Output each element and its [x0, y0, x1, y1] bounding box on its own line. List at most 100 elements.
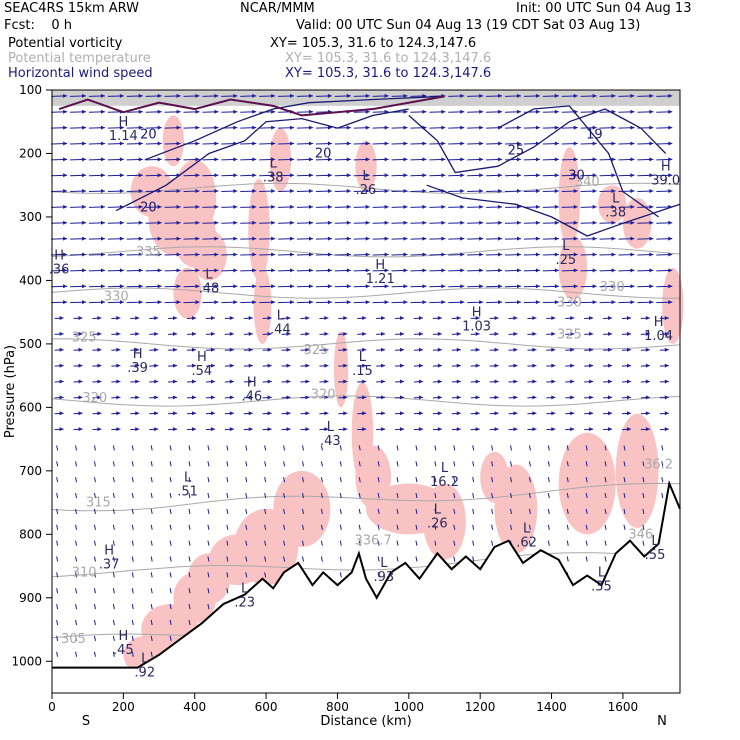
wind-arrow-head	[308, 93, 313, 98]
extremum-value: .15	[352, 364, 373, 379]
wind-arrow-head	[362, 347, 367, 352]
wind-arrow-head	[78, 363, 83, 368]
wind-arrow-head	[611, 204, 616, 209]
wind-speed-contour	[144, 95, 445, 161]
wind-arrow	[75, 556, 78, 562]
wind-arrow-head	[267, 395, 272, 400]
wind-arrow	[169, 492, 172, 499]
wind-arrow	[131, 461, 134, 467]
wind-arrow-head	[290, 204, 295, 209]
wind-arrow	[604, 477, 607, 483]
wind-arrow	[264, 492, 267, 499]
wind-arrow-head	[554, 300, 559, 305]
wind-arrow-head	[286, 427, 291, 432]
wind-arrow	[207, 492, 210, 499]
wind-arrow	[169, 540, 172, 546]
wind-arrow-head	[551, 395, 556, 400]
wind-arrow-head	[248, 379, 253, 384]
wind-arrow-head	[82, 189, 87, 194]
wind-arrow-head	[384, 284, 389, 289]
wind-arrow-head	[365, 236, 370, 241]
wind-arrow-head	[195, 220, 200, 225]
wind-arrow-head	[589, 331, 594, 336]
wind-arrow-head	[214, 157, 219, 162]
wind-arrow-head	[479, 268, 484, 273]
extremum-value: .38	[263, 170, 284, 185]
south-label: S	[82, 714, 90, 729]
wind-arrow-head	[252, 236, 257, 241]
wind-arrow-head	[608, 379, 613, 384]
wind-arrow	[75, 588, 78, 594]
wind-arrow-head	[82, 141, 87, 146]
wind-arrow	[226, 588, 229, 594]
wind-arrow-head	[479, 284, 484, 289]
wind-arrow-head	[252, 252, 257, 257]
wind-arrow	[358, 492, 361, 499]
wind-arrow-head	[441, 125, 446, 130]
wind-arrow-head	[59, 411, 64, 416]
wind-arrow-head	[97, 395, 102, 400]
wind-arrow-head	[327, 157, 332, 162]
wind-arrow-head	[100, 125, 105, 130]
wind-arrow-head	[267, 379, 272, 384]
wind-arrow	[528, 524, 531, 530]
wind-arrow-head	[475, 379, 480, 384]
wind-arrow	[604, 445, 607, 451]
wind-arrow-head	[195, 93, 200, 98]
theta-label: 346	[628, 527, 653, 542]
wind-arrow-head	[611, 300, 616, 305]
wind-arrow-head	[157, 204, 162, 209]
wind-arrow	[358, 477, 361, 483]
wind-arrow-head	[362, 427, 367, 432]
wind-arrow-head	[271, 252, 276, 257]
wind-arrow	[301, 508, 304, 515]
wind-arrow	[566, 477, 569, 483]
wind-arrow-head	[138, 93, 143, 98]
wind-arrow-head	[626, 427, 631, 432]
wind-arrow-head	[135, 316, 140, 321]
wind-arrow-head	[82, 252, 87, 257]
wind-arrow-head	[589, 379, 594, 384]
wind-arrow-head	[403, 204, 408, 209]
wind-arrow-head	[210, 347, 215, 352]
wind-arrow-head	[271, 268, 276, 273]
pv-shade-region	[173, 159, 217, 236]
terrain-fill	[52, 483, 680, 693]
wind-arrow-head	[229, 427, 234, 432]
wind-arrow	[339, 492, 342, 499]
wind-arrow-head	[554, 173, 559, 178]
wind-arrow	[169, 556, 172, 562]
wind-arrow-head	[229, 411, 234, 416]
wind-arrow-head	[233, 173, 238, 178]
wind-arrow-head	[517, 93, 522, 98]
wind-arrow-head	[365, 93, 370, 98]
wind-arrow	[377, 524, 380, 530]
wind-arrow-head	[214, 220, 219, 225]
wind-arrow-head	[570, 427, 575, 432]
pv-shade-region	[423, 483, 466, 560]
wind-arrow-head	[592, 284, 597, 289]
wind-arrow-head	[195, 157, 200, 162]
wind-arrow	[510, 508, 512, 515]
wind-arrow-head	[327, 300, 332, 305]
wind-arrow	[339, 524, 342, 530]
wind-arrow-head	[645, 395, 650, 400]
wind-arrow	[623, 445, 626, 451]
wind-arrow-head	[573, 300, 578, 305]
wind-arrow-head	[437, 411, 442, 416]
wind-arrow-head	[403, 141, 408, 146]
wind-arrow-head	[324, 316, 329, 321]
extremum-type: L	[562, 239, 570, 254]
x-tick-label: 600	[255, 700, 278, 714]
wind-arrow-head	[290, 220, 295, 225]
wind-arrow-head	[154, 347, 159, 352]
wind-arrow-head	[154, 363, 159, 368]
wind-arrow-head	[100, 157, 105, 162]
wind-arrow-head	[173, 363, 178, 368]
wind-arrow	[396, 524, 399, 530]
wind-arrow-head	[456, 316, 461, 321]
wind-speed-contour	[497, 105, 659, 218]
extremum-value: .26	[356, 183, 377, 198]
wind-arrow-head	[513, 411, 518, 416]
wind-arrow-head	[437, 331, 442, 336]
